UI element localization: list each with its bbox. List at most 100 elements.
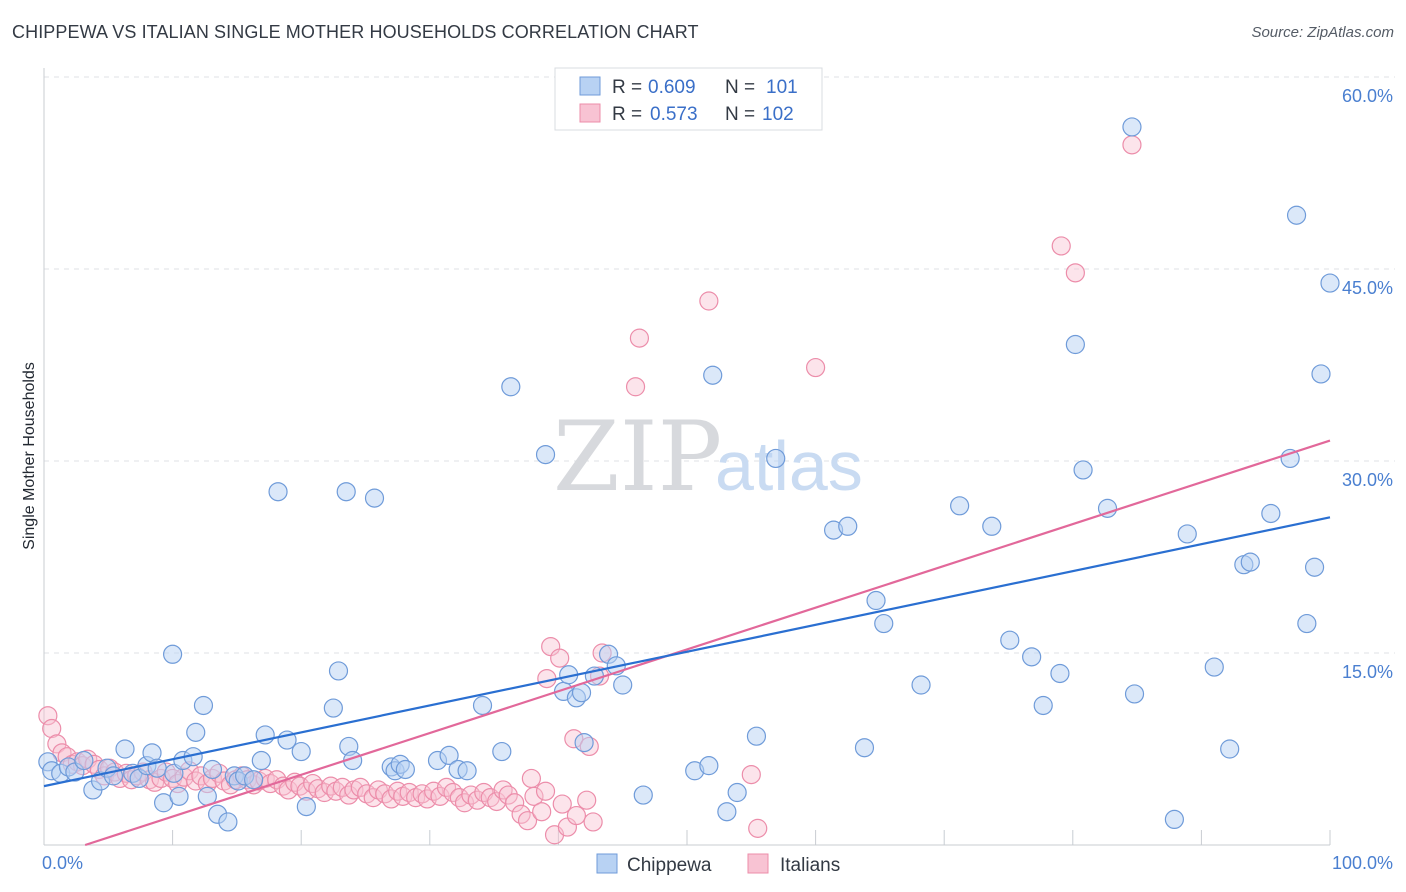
italians-point xyxy=(583,812,603,832)
legend-n-value-chippewa: 101 xyxy=(766,77,798,98)
bottom-legend-swatch-italians xyxy=(747,853,769,874)
chippewa-point xyxy=(1164,809,1184,830)
italians-point xyxy=(805,357,826,378)
italians-point xyxy=(517,811,538,831)
italians-point xyxy=(532,802,552,822)
italians-point xyxy=(498,785,518,805)
x-tick-label: 100.0% xyxy=(1332,853,1393,873)
chippewa-point xyxy=(535,445,556,465)
italians-point xyxy=(1122,135,1142,155)
italians-point xyxy=(436,777,457,798)
chippewa-point xyxy=(1286,205,1307,225)
chippewa-point xyxy=(74,750,94,771)
chippewa-point xyxy=(699,756,719,776)
chippewa-points xyxy=(38,117,1340,832)
italians-point xyxy=(535,781,556,801)
chippewa-point xyxy=(115,739,135,759)
chippewa-point xyxy=(982,516,1002,536)
chippewa-point xyxy=(727,782,747,803)
legend-r-label-italians: R = xyxy=(612,104,642,125)
legend-n-label-chippewa: N = xyxy=(725,77,755,98)
chippewa-point xyxy=(251,750,271,771)
italians-point xyxy=(748,818,768,838)
legend: R = 0.609 N = 101 R = 0.573 N = 102 xyxy=(554,67,823,131)
italians-point xyxy=(566,805,587,826)
chippewa-point xyxy=(1261,503,1281,524)
chippewa-point xyxy=(328,661,349,681)
chippewa-point xyxy=(874,613,894,634)
italians-point xyxy=(699,291,719,311)
chippewa-point xyxy=(911,675,931,695)
y-tick-label: 30.0% xyxy=(1342,470,1393,490)
chippewa-point xyxy=(838,516,858,536)
chippewa-point xyxy=(854,738,875,758)
italians-point xyxy=(1051,236,1071,256)
y-tick-label: 60.0% xyxy=(1342,86,1393,106)
italians-point xyxy=(741,764,761,785)
chippewa-point xyxy=(268,482,288,502)
chippewa-point xyxy=(296,796,316,817)
chippewa-point xyxy=(1124,684,1145,704)
chippewa-point xyxy=(492,741,512,762)
italians-point xyxy=(381,789,401,809)
chippewa-point xyxy=(633,785,653,805)
chippewa-point xyxy=(457,761,477,781)
chippewa-point xyxy=(364,488,385,508)
italians-point xyxy=(550,648,570,668)
italians-point xyxy=(186,771,206,791)
italians-point xyxy=(493,780,513,800)
chippewa-point xyxy=(202,759,223,780)
source-label: Source: ZipAtlas.com xyxy=(1251,24,1394,41)
italians-point xyxy=(1065,263,1085,283)
chippewa-point xyxy=(1050,663,1070,684)
chippewa-trend-line xyxy=(43,516,1331,788)
chippewa-point xyxy=(323,698,343,718)
chippewa-point xyxy=(1122,117,1142,137)
chippewa-point xyxy=(169,786,189,806)
legend-swatch-chippewa xyxy=(579,76,601,96)
italians-point xyxy=(521,768,541,789)
legend-r-label-chippewa: R = xyxy=(612,77,642,98)
chippewa-point xyxy=(703,365,723,385)
legend-n-label-italians: N = xyxy=(725,104,755,125)
bottom-legend-label-italians: Italians xyxy=(780,855,840,876)
bottom-legend: Chippewa Italians xyxy=(596,853,840,876)
italians-point xyxy=(505,793,525,813)
chippewa-point xyxy=(746,726,767,746)
chippewa-point xyxy=(1022,647,1042,667)
legend-r-value-italians: 0.573 xyxy=(650,104,698,125)
tick-labels: 15.0% 30.0% 45.0% 60.0% 0.0% 100.0% xyxy=(42,86,1393,873)
y-tick-label: 45.0% xyxy=(1342,278,1393,298)
chippewa-point xyxy=(501,377,521,397)
italians-point xyxy=(552,794,572,814)
chippewa-point xyxy=(866,590,886,611)
italians-point xyxy=(47,734,67,754)
legend-swatch-italians xyxy=(579,103,601,123)
chippewa-point xyxy=(193,695,214,716)
watermark: ZIP atlas xyxy=(553,401,863,513)
chippewa-point xyxy=(1304,557,1325,577)
trend-lines xyxy=(43,439,1331,847)
chippewa-point xyxy=(1297,613,1317,634)
legend-n-value-italians: 102 xyxy=(762,104,794,125)
y-axis-label: Single Mother Households xyxy=(21,362,38,550)
italians-point xyxy=(38,706,58,726)
chippewa-point xyxy=(1220,739,1240,759)
chippewa-point xyxy=(950,496,970,516)
chippewa-point xyxy=(439,745,459,766)
chippewa-point xyxy=(1240,552,1260,572)
chippewa-point xyxy=(1033,695,1053,716)
chippewa-point xyxy=(1177,524,1197,544)
chippewa-point xyxy=(395,759,415,780)
italians-point xyxy=(42,718,62,739)
chippewa-point xyxy=(613,675,633,695)
grid-layer xyxy=(44,76,1395,654)
chippewa-point xyxy=(163,644,183,664)
chippewa-point xyxy=(766,448,786,469)
legend-r-value-chippewa: 0.609 xyxy=(648,77,696,98)
chippewa-point xyxy=(291,741,311,762)
bottom-legend-swatch-chippewa xyxy=(596,853,618,874)
x-tick-label: 0.0% xyxy=(42,853,83,873)
bottom-legend-label-chippewa: Chippewa xyxy=(627,855,712,876)
